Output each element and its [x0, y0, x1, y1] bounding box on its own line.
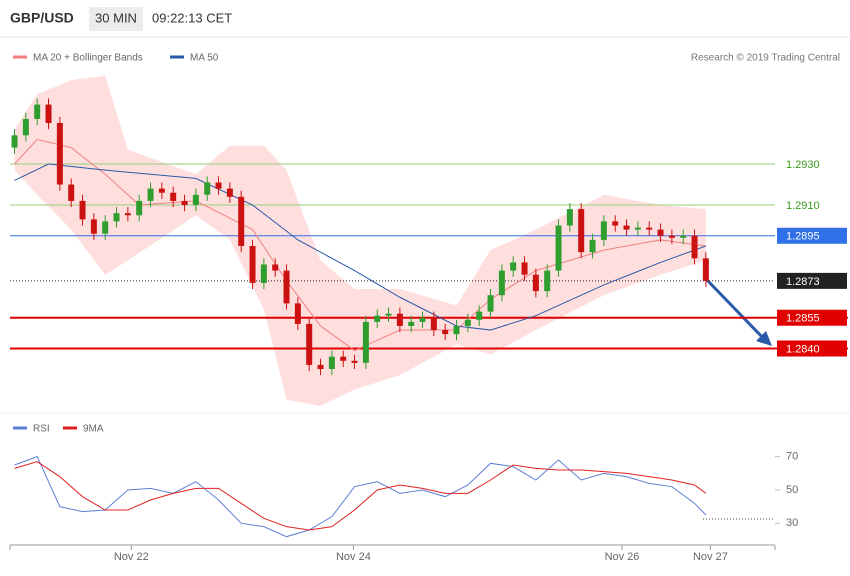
- candle-body: [238, 196, 245, 247]
- candle-body: [657, 229, 664, 236]
- x-tick-label: Nov 24: [336, 551, 371, 563]
- candle-body: [90, 219, 97, 234]
- candle-body: [306, 323, 313, 365]
- candle-body: [385, 313, 392, 316]
- candle-body: [396, 313, 403, 326]
- candle-body: [589, 239, 596, 253]
- candle-body: [272, 264, 279, 271]
- level-box: [777, 309, 847, 326]
- candle-body: [374, 315, 381, 322]
- candle-body: [147, 188, 154, 201]
- symbol: GBP/USD: [10, 10, 74, 26]
- candle-body: [158, 188, 165, 193]
- credit: Research © 2019 Trading Central: [691, 53, 840, 64]
- candle-body: [260, 264, 267, 283]
- candle-body: [646, 227, 653, 230]
- candle-body: [11, 135, 18, 148]
- x-tick-label: Nov 27: [693, 551, 728, 563]
- candle-body: [204, 182, 211, 195]
- candle-body: [521, 262, 528, 275]
- y-tick-label: 30: [786, 517, 798, 529]
- candle-body: [566, 209, 573, 226]
- candle-body: [328, 356, 335, 370]
- candle-body: [464, 319, 471, 326]
- time: 09:22:13 CET: [152, 10, 232, 25]
- candle-body: [351, 360, 358, 363]
- forecast-arrow: [705, 278, 767, 342]
- level-label: 1.2840: [786, 343, 820, 355]
- candle-body: [691, 235, 698, 259]
- candle-body: [532, 274, 539, 292]
- candle-body: [600, 221, 607, 240]
- x-tick-label: Nov 22: [114, 551, 149, 563]
- candle-body: [498, 270, 505, 296]
- candle-body: [544, 270, 551, 292]
- candle-body: [362, 321, 369, 363]
- candle-body: [34, 104, 41, 119]
- level-box: [777, 272, 847, 289]
- bollinger-band: [14, 75, 706, 406]
- interval: 30 MIN: [95, 10, 137, 25]
- candle-body: [510, 262, 517, 271]
- level-label: 1.2855: [786, 313, 820, 325]
- candle-body: [283, 270, 290, 304]
- candle-body: [340, 356, 347, 361]
- forecast-arrowhead: [756, 331, 772, 346]
- candle-body: [680, 235, 687, 238]
- candle-body: [170, 192, 177, 201]
- candle-body: [476, 311, 483, 320]
- candle-body: [555, 225, 562, 271]
- candle-body: [79, 200, 86, 220]
- candle-body: [317, 364, 324, 370]
- level-label: 1.2930: [786, 159, 820, 171]
- level-label: 1.2910: [786, 200, 820, 212]
- candle-body: [249, 246, 256, 283]
- candle-body: [634, 227, 641, 230]
- indicator-line: [14, 456, 707, 538]
- candle-body: [408, 321, 415, 326]
- candle-body: [56, 123, 63, 185]
- candle-body: [192, 194, 199, 206]
- ma-line: [14, 163, 707, 331]
- x-tick-label: Nov 26: [605, 551, 640, 563]
- candle-body: [22, 118, 29, 136]
- candle-body: [702, 258, 709, 281]
- candle-body: [45, 104, 52, 124]
- candle-body: [668, 235, 675, 238]
- candle-body: [226, 188, 233, 197]
- candle-body: [442, 330, 449, 335]
- legend-label: MA 50: [190, 53, 219, 64]
- candle-body: [294, 303, 301, 324]
- legend-label: 9MA: [83, 424, 104, 435]
- candle-body: [453, 325, 460, 335]
- indicator-line: [14, 461, 707, 531]
- candle-body: [181, 200, 188, 206]
- level-box: [777, 340, 847, 357]
- candle-body: [430, 317, 437, 331]
- candle-body: [419, 317, 426, 322]
- candle-body: [124, 213, 131, 216]
- level-box: [777, 227, 847, 244]
- candle-body: [113, 213, 120, 222]
- interval-box: [89, 7, 143, 31]
- y-tick-label: 50: [786, 484, 798, 496]
- legend-label: MA 20 + Bollinger Bands: [33, 53, 143, 64]
- candle-body: [487, 295, 494, 312]
- candle-body: [68, 184, 75, 201]
- candle-body: [612, 221, 619, 226]
- level-label: 1.2895: [786, 231, 820, 243]
- candle-body: [623, 225, 630, 230]
- y-tick-label: 70: [786, 451, 798, 463]
- candle-body: [215, 182, 222, 189]
- legend-label: RSI: [33, 424, 50, 435]
- level-label: 1.2873: [786, 276, 820, 288]
- candle-body: [136, 200, 143, 216]
- candle-body: [102, 221, 109, 234]
- candle-body: [578, 209, 585, 253]
